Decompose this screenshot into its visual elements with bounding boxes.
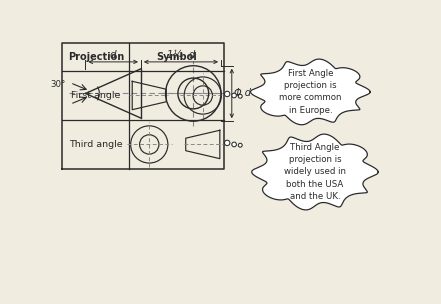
Circle shape	[238, 143, 242, 147]
Text: Φ d: Φ d	[234, 88, 251, 98]
Text: Third angle: Third angle	[69, 140, 123, 149]
Circle shape	[224, 91, 230, 97]
Text: Projection: Projection	[68, 52, 124, 62]
Text: 30°: 30°	[50, 80, 65, 89]
Circle shape	[232, 93, 236, 98]
Circle shape	[238, 94, 242, 98]
Circle shape	[232, 142, 236, 147]
Text: d: d	[110, 50, 116, 60]
Polygon shape	[250, 59, 370, 125]
Polygon shape	[252, 134, 378, 210]
Text: 1¼  d: 1¼ d	[167, 50, 195, 60]
Circle shape	[224, 140, 230, 146]
Text: Symbol: Symbol	[157, 52, 197, 62]
Text: First Angle
projection is
more common
in Europe.: First Angle projection is more common in…	[279, 69, 342, 115]
Text: Third Angle
projection is
widely used in
both the USA
and the UK.: Third Angle projection is widely used in…	[284, 143, 346, 201]
Text: First angle: First angle	[71, 91, 120, 100]
